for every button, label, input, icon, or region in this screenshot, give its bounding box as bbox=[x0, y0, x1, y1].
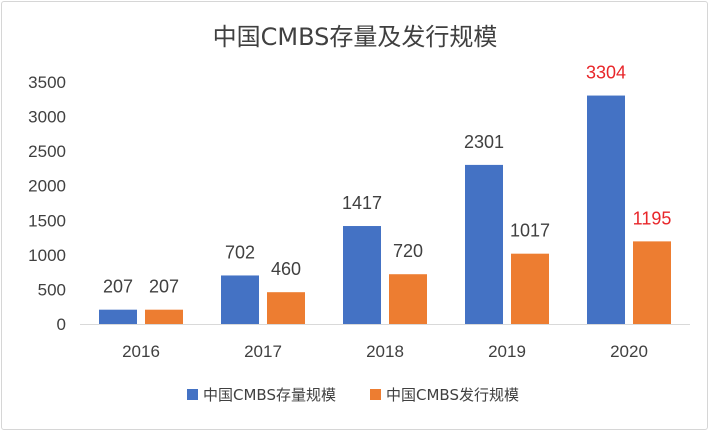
data-label-series-1-2018: 1417 bbox=[342, 193, 382, 213]
y-tick-label: 1500 bbox=[28, 211, 66, 230]
bars: 207 207 702 460 1417 720 2301 1017 3304 1195 bbox=[99, 63, 671, 324]
y-tick-label: 2500 bbox=[28, 142, 66, 161]
x-axis: 2016 2017 2018 2019 2020 bbox=[122, 342, 648, 361]
legend-swatch-series-1 bbox=[187, 389, 198, 400]
chart-title: 中国CMBS存量及发行规模 bbox=[213, 23, 498, 51]
bar-series-1-2018 bbox=[343, 226, 381, 324]
x-tick-label: 2017 bbox=[244, 342, 282, 361]
x-tick-label: 2018 bbox=[366, 342, 404, 361]
legend: 中国CMBS存量规模 中国CMBS发行规模 bbox=[187, 386, 519, 404]
bar-series-1-2020 bbox=[587, 95, 625, 324]
bar-series-2-2019 bbox=[511, 253, 549, 324]
bar-series-1-2016 bbox=[99, 309, 137, 324]
y-tick-label: 2000 bbox=[28, 177, 66, 196]
y-axis: 0 500 1000 1500 2000 2500 3000 3500 bbox=[28, 73, 66, 334]
legend-label-series-1: 中国CMBS存量规模 bbox=[203, 386, 336, 404]
y-tick-label: 3500 bbox=[28, 73, 66, 92]
data-label-series-1-2016: 207 bbox=[103, 277, 133, 297]
bar-series-2-2018 bbox=[389, 274, 427, 324]
data-label-series-2-2018: 720 bbox=[393, 241, 423, 261]
x-tick-label: 2016 bbox=[122, 342, 160, 361]
data-label-series-1-2017: 702 bbox=[225, 242, 255, 262]
data-label-series-2-2017: 460 bbox=[271, 259, 301, 279]
y-tick-label: 1000 bbox=[28, 246, 66, 265]
bar-series-2-2016 bbox=[145, 309, 183, 324]
legend-swatch-series-2 bbox=[370, 389, 381, 400]
y-tick-label: 3000 bbox=[28, 108, 66, 127]
data-label-series-1-2020: 3304 bbox=[586, 63, 626, 83]
legend-label-series-2: 中国CMBS发行规模 bbox=[386, 386, 519, 404]
bar-series-1-2017 bbox=[221, 275, 259, 324]
y-tick-label: 500 bbox=[38, 280, 66, 299]
data-label-series-2-2019: 1017 bbox=[510, 221, 550, 241]
bar-series-2-2020 bbox=[633, 241, 671, 324]
y-tick-label: 0 bbox=[57, 315, 66, 334]
data-label-series-1-2019: 2301 bbox=[464, 132, 504, 152]
x-tick-label: 2020 bbox=[610, 342, 648, 361]
bar-series-2-2017 bbox=[267, 292, 305, 324]
data-label-series-2-2020: 1195 bbox=[633, 208, 672, 228]
data-label-series-2-2016: 207 bbox=[149, 277, 179, 297]
bar-series-1-2019 bbox=[465, 164, 503, 324]
x-tick-label: 2019 bbox=[488, 342, 526, 361]
